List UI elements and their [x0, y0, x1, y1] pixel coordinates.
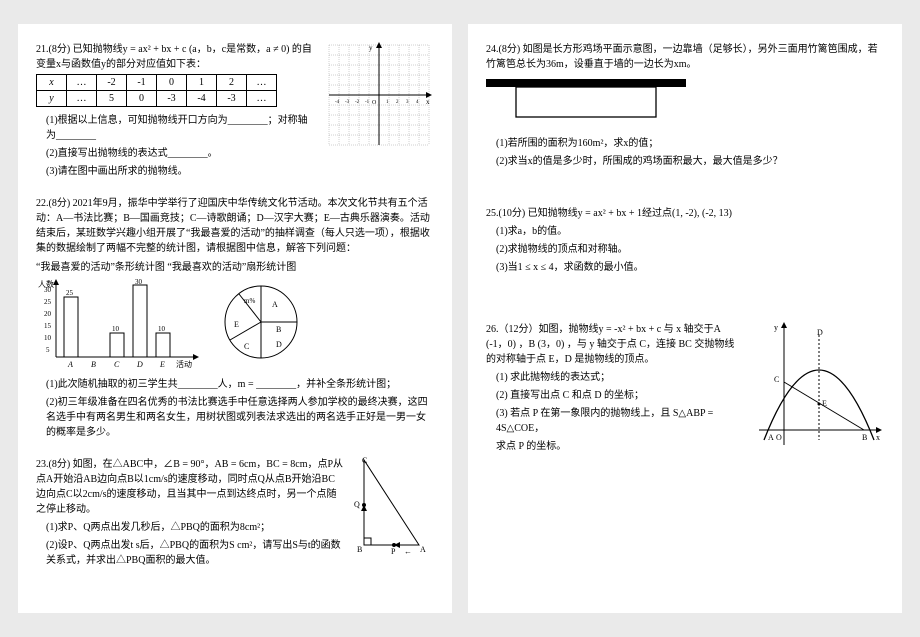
- svg-text:25: 25: [66, 289, 74, 297]
- svg-text:x: x: [876, 433, 880, 442]
- svg-text:30: 30: [44, 286, 52, 294]
- cell: 0: [157, 75, 187, 91]
- svg-text:25: 25: [44, 298, 52, 306]
- svg-text:y: y: [369, 44, 373, 52]
- q25-s3: (3)当1 ≤ x ≤ 4，求函数的最小值。: [496, 258, 884, 273]
- q23-head: 23.(8分) 如图，在△ABC中，∠B = 90°，AB = 6cm，BC =…: [36, 455, 344, 515]
- cell: 0: [127, 91, 157, 107]
- q21-table: x … -2 -1 0 1 2 … y … 5 0 -3: [36, 74, 277, 107]
- svg-text:D: D: [276, 340, 282, 349]
- q22-s1: (1)此次随机抽取的初三学生共________人，m = ________，并补…: [46, 375, 434, 390]
- svg-text:-2: -2: [355, 100, 360, 105]
- svg-text:15: 15: [44, 322, 52, 330]
- q24-rect: [486, 74, 686, 124]
- q21-grid: x y O 1 2 3 4 -1 -2 -3 -4: [324, 40, 434, 150]
- svg-text:E: E: [822, 399, 827, 408]
- q26-s2: (2) 直接写出点 C 和点 D 的坐标；: [496, 386, 744, 401]
- cell: 5: [97, 91, 127, 107]
- cell: 1: [187, 75, 217, 91]
- svg-text:E: E: [234, 320, 239, 329]
- q23-s1: (1)求P、Q两点出发几秒后，△PBQ的面积为8cm²；: [46, 518, 344, 533]
- cell: …: [247, 75, 277, 91]
- svg-text:3: 3: [406, 100, 409, 105]
- svg-text:C: C: [244, 342, 249, 351]
- cell: …: [67, 91, 97, 107]
- svg-text:y: y: [774, 323, 778, 332]
- q22-head: 22.(8分) 2021年9月，振华中学举行了迎国庆中华传统文化节活动。本次文化…: [36, 194, 434, 254]
- svg-text:O: O: [372, 100, 377, 106]
- svg-text:20: 20: [44, 310, 52, 318]
- q26-s1: (1) 求此抛物线的表达式；: [496, 368, 744, 383]
- q22-s2: (2)初三年级准备在四名优秀的书法比赛选手中任意选择两人参加学校的最终决赛，这四…: [46, 393, 434, 438]
- svg-text:2: 2: [396, 100, 399, 105]
- svg-text:B: B: [357, 545, 362, 554]
- cell: -3: [157, 91, 187, 107]
- cell: -4: [187, 91, 217, 107]
- q21-s2: (2)直接写出抛物线的表达式________。: [46, 144, 314, 159]
- svg-text:B: B: [862, 433, 867, 442]
- svg-text:D: D: [817, 328, 823, 337]
- svg-text:10: 10: [44, 334, 52, 342]
- svg-text:B: B: [276, 325, 281, 334]
- q23-s2: (2)设P、Q两点出发t s后，△PBQ的面积为S cm²，请写出S与t的函数关…: [46, 536, 344, 566]
- q24-head: 24.(8分) 如图是长方形鸡场平面示意图，一边靠墙（足够长），另外三面用竹篱笆…: [486, 40, 884, 70]
- cell: y: [37, 91, 67, 107]
- cell: 2: [217, 75, 247, 91]
- svg-text:O: O: [776, 433, 782, 442]
- svg-text:10: 10: [112, 325, 120, 333]
- svg-text:-1: -1: [365, 100, 370, 105]
- svg-text:5: 5: [46, 346, 50, 354]
- cell: …: [67, 75, 97, 91]
- q22-bar-chart: 人数 51015202530 25 10 30 10 ABCDE 活动: [36, 277, 206, 372]
- svg-text:D: D: [136, 360, 143, 369]
- cell: …: [247, 91, 277, 107]
- svg-text:C: C: [362, 456, 367, 465]
- q25-s2: (2)求抛物线的顶点和对称轴。: [496, 240, 884, 255]
- q26-parabola: x y A B C D E O: [754, 320, 884, 450]
- q21-s1: (1)根据以上信息，可知抛物线开口方向为________；对称轴为_______…: [46, 111, 314, 141]
- svg-text:C: C: [774, 375, 779, 384]
- q21-head: 21.(8分) 已知抛物线y = ax² + bx + c (a，b，c是常数，…: [36, 40, 314, 70]
- svg-text:-4: -4: [335, 100, 340, 105]
- cell: -1: [127, 75, 157, 91]
- svg-text:B: B: [91, 360, 96, 369]
- q26-head: 26.（12分）如图，抛物线y = -x² + bx + c 与 x 轴交于A …: [486, 320, 744, 365]
- svg-text:4: 4: [416, 100, 419, 105]
- cell: x: [37, 75, 67, 91]
- q22-pie-chart: A m% B C D E: [216, 277, 306, 367]
- svg-text:30: 30: [135, 278, 143, 286]
- svg-text:A: A: [67, 360, 73, 369]
- svg-text:Q: Q: [354, 500, 360, 509]
- q25-head: 25.(10分) 已知抛物线y = ax² + bx + 1经过点(1, -2)…: [486, 204, 884, 219]
- q24-s2: (2)求当x的值是多少时，所围成的鸡场面积最大，最大值是多少？: [496, 152, 884, 167]
- svg-text:E: E: [159, 360, 165, 369]
- q23-triangle: B C A Q P ←: [354, 455, 434, 555]
- xlabel: 活动: [176, 359, 192, 369]
- svg-text:x: x: [426, 98, 430, 106]
- q26-s3b: 求点 P 的坐标。: [496, 437, 744, 452]
- svg-text:C: C: [114, 360, 120, 369]
- svg-text:1: 1: [386, 100, 389, 105]
- cell: -2: [97, 75, 127, 91]
- q24-s1: (1)若所围的面积为160m²，求x的值；: [496, 134, 884, 149]
- q21-s3: (3)请在图中画出所求的抛物线。: [46, 162, 314, 177]
- svg-text:A: A: [420, 545, 426, 554]
- svg-text:A: A: [272, 300, 278, 309]
- svg-text:10: 10: [158, 325, 166, 333]
- svg-text:←: ←: [404, 547, 412, 555]
- cell: -3: [217, 91, 247, 107]
- svg-text:P: P: [391, 547, 396, 555]
- svg-text:A: A: [768, 433, 774, 442]
- q26-s3a: (3) 若点 P 在第一象限内的抛物线上，且 S△ABP = 4S△COE，: [496, 404, 744, 434]
- q25-s1: (1)求a，b的值。: [496, 222, 884, 237]
- svg-text:m%: m%: [244, 297, 255, 305]
- q22-caption: “我最喜爱的活动”条形统计图 “我最喜欢的活动”扇形统计图: [36, 258, 434, 273]
- svg-text:-3: -3: [345, 100, 350, 105]
